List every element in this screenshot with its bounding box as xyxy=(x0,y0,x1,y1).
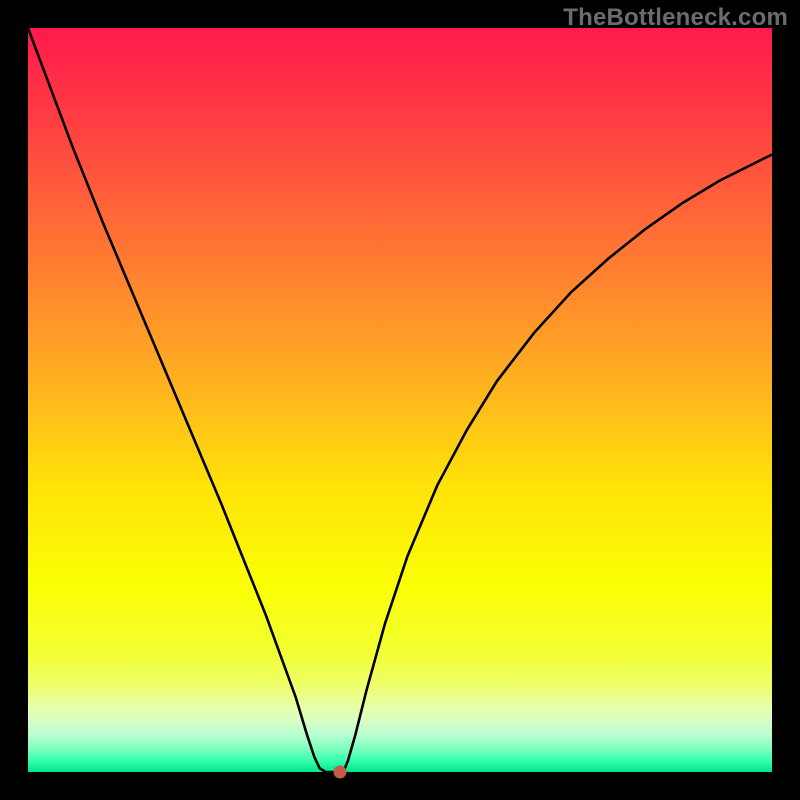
bottleneck-curve-svg xyxy=(28,28,772,772)
bottleneck-curve-path xyxy=(28,28,772,772)
optimum-marker xyxy=(334,766,347,779)
plot-area xyxy=(28,28,772,772)
chart-frame: TheBottleneck.com xyxy=(0,0,800,800)
